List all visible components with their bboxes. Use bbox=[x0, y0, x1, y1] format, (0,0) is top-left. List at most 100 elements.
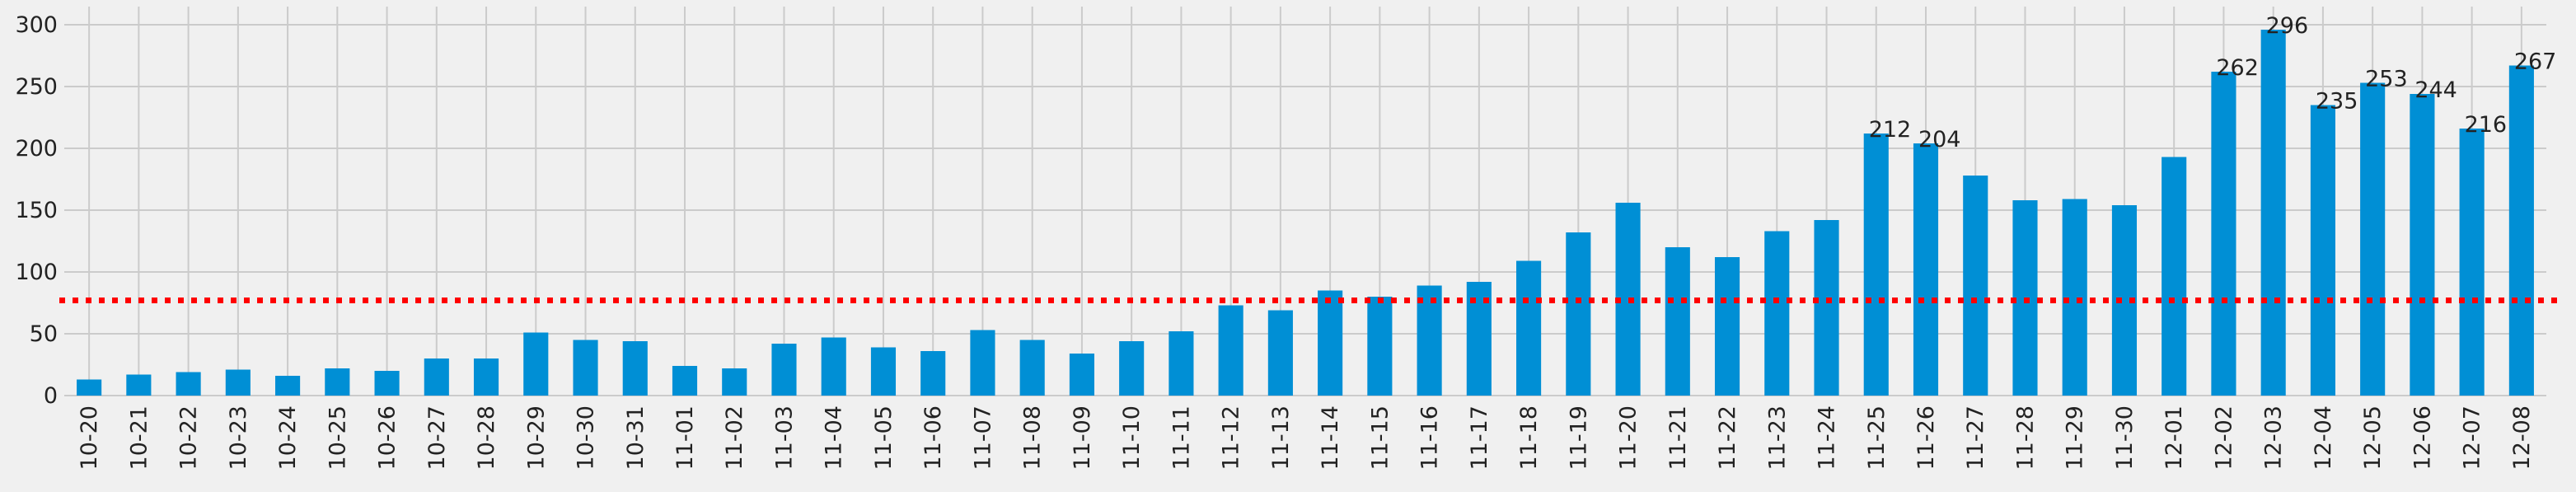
bar bbox=[1069, 354, 1094, 396]
x-tick-label: 11-08 bbox=[1020, 405, 1046, 470]
bar bbox=[2310, 105, 2335, 396]
bar bbox=[2062, 199, 2087, 396]
x-tick-label: 10-28 bbox=[474, 405, 499, 470]
bar bbox=[2360, 82, 2386, 396]
x-tick-label: 11-07 bbox=[970, 405, 995, 470]
bar bbox=[1764, 231, 1790, 396]
x-tick-label: 10-30 bbox=[574, 405, 599, 470]
x-tick-label: 11-03 bbox=[771, 405, 797, 470]
x-tick-label: 11-29 bbox=[2063, 405, 2088, 470]
x-tick-label: 12-02 bbox=[2211, 405, 2236, 470]
bar bbox=[2459, 129, 2485, 396]
bar bbox=[126, 374, 152, 396]
x-tick-label: 11-05 bbox=[871, 405, 897, 470]
x-tick-label: 10-27 bbox=[424, 405, 450, 470]
bar bbox=[1814, 220, 1839, 396]
x-tick-label: 11-09 bbox=[1070, 405, 1095, 470]
bar bbox=[821, 337, 846, 396]
bar bbox=[325, 368, 350, 396]
bar bbox=[1169, 331, 1194, 396]
bar bbox=[1367, 297, 1393, 396]
x-tick-label: 11-24 bbox=[1815, 405, 1840, 470]
x-tick-label: 11-06 bbox=[920, 405, 946, 470]
bar bbox=[275, 376, 301, 396]
x-tick-label: 11-13 bbox=[1268, 405, 1294, 470]
bar bbox=[1119, 341, 1145, 396]
x-tick-label: 11-15 bbox=[1367, 405, 1393, 470]
bar bbox=[1566, 232, 1591, 396]
bar bbox=[1267, 310, 1293, 396]
x-tick-label: 11-26 bbox=[1913, 405, 1939, 470]
x-tick-label: 11-01 bbox=[672, 405, 698, 470]
bar bbox=[722, 368, 747, 396]
bar bbox=[523, 332, 549, 396]
data-label: 204 bbox=[1918, 127, 1961, 152]
bar bbox=[1665, 247, 1690, 396]
bar bbox=[1218, 305, 1244, 396]
x-tick-label: 12-08 bbox=[2509, 405, 2535, 470]
x-tick-label: 10-26 bbox=[375, 405, 400, 470]
bar bbox=[1516, 260, 1542, 396]
y-tick-label: 300 bbox=[15, 12, 58, 38]
bar bbox=[672, 366, 698, 396]
y-tick-label: 50 bbox=[30, 321, 58, 347]
bar bbox=[970, 330, 995, 396]
data-label: 267 bbox=[2514, 49, 2557, 75]
bar bbox=[1963, 176, 1988, 396]
x-tick-label: 11-27 bbox=[1963, 405, 1988, 470]
y-axis: 0 50 100 150 200 250 300 bbox=[15, 12, 58, 409]
x-tick-label: 11-20 bbox=[1616, 405, 1642, 470]
y-tick-label: 200 bbox=[15, 136, 58, 162]
bar bbox=[1417, 285, 1442, 396]
x-tick-label: 11-10 bbox=[1119, 405, 1145, 470]
x-tick-label: 11-18 bbox=[1516, 405, 1542, 470]
bar bbox=[424, 358, 449, 396]
x-tick-label: 11-21 bbox=[1665, 405, 1691, 470]
x-tick-label: 11-11 bbox=[1169, 405, 1194, 470]
x-tick-label: 11-16 bbox=[1417, 405, 1443, 470]
x-tick-label: 11-23 bbox=[1764, 405, 1790, 470]
x-tick-label: 10-29 bbox=[523, 405, 549, 470]
data-label: 235 bbox=[2316, 89, 2358, 115]
x-tick-label: 11-12 bbox=[1219, 405, 1244, 470]
data-label: 253 bbox=[2365, 67, 2408, 92]
x-tick-label: 11-17 bbox=[1467, 405, 1492, 470]
x-tick-label: 12-04 bbox=[2311, 405, 2336, 470]
x-tick-label: 11-22 bbox=[1715, 405, 1740, 470]
bar bbox=[2508, 65, 2534, 396]
bar bbox=[920, 351, 946, 396]
x-axis: 10-20 10-21 10-22 10-23 10-24 10-25 10-26 10-27… bbox=[77, 405, 2535, 470]
bar bbox=[2161, 157, 2187, 396]
x-tick-label: 11-30 bbox=[2112, 405, 2138, 470]
x-tick-label: 11-19 bbox=[1566, 405, 1591, 470]
bar bbox=[1913, 143, 1939, 396]
x-tick-label: 10-21 bbox=[126, 405, 152, 470]
x-tick-label: 10-24 bbox=[275, 405, 301, 470]
y-tick-label: 100 bbox=[15, 260, 58, 285]
x-tick-label: 12-05 bbox=[2360, 405, 2386, 470]
x-tick-label: 10-20 bbox=[77, 405, 102, 470]
y-tick-label: 150 bbox=[15, 198, 58, 223]
x-tick-label: 12-06 bbox=[2410, 405, 2435, 470]
bar bbox=[176, 372, 201, 396]
x-tick-label: 11-14 bbox=[1318, 405, 1343, 470]
data-label: 216 bbox=[2465, 112, 2508, 138]
bar bbox=[1318, 290, 1343, 396]
bar bbox=[473, 358, 499, 396]
x-tick-label: 12-01 bbox=[2161, 405, 2187, 470]
x-tick-label: 11-25 bbox=[1864, 405, 1890, 470]
bar bbox=[2211, 72, 2236, 396]
y-tick-label: 0 bbox=[44, 383, 58, 409]
bar bbox=[225, 369, 251, 396]
bar-series bbox=[77, 30, 2534, 396]
data-labels: 212 204 262 296 235 253 244 216 267 bbox=[1869, 13, 2557, 152]
bar bbox=[2410, 94, 2435, 396]
bar bbox=[1863, 134, 1889, 396]
bar bbox=[374, 371, 400, 396]
data-label: 212 bbox=[1869, 117, 1912, 143]
bar bbox=[622, 341, 648, 396]
bar bbox=[573, 340, 598, 396]
bar bbox=[1019, 340, 1045, 396]
